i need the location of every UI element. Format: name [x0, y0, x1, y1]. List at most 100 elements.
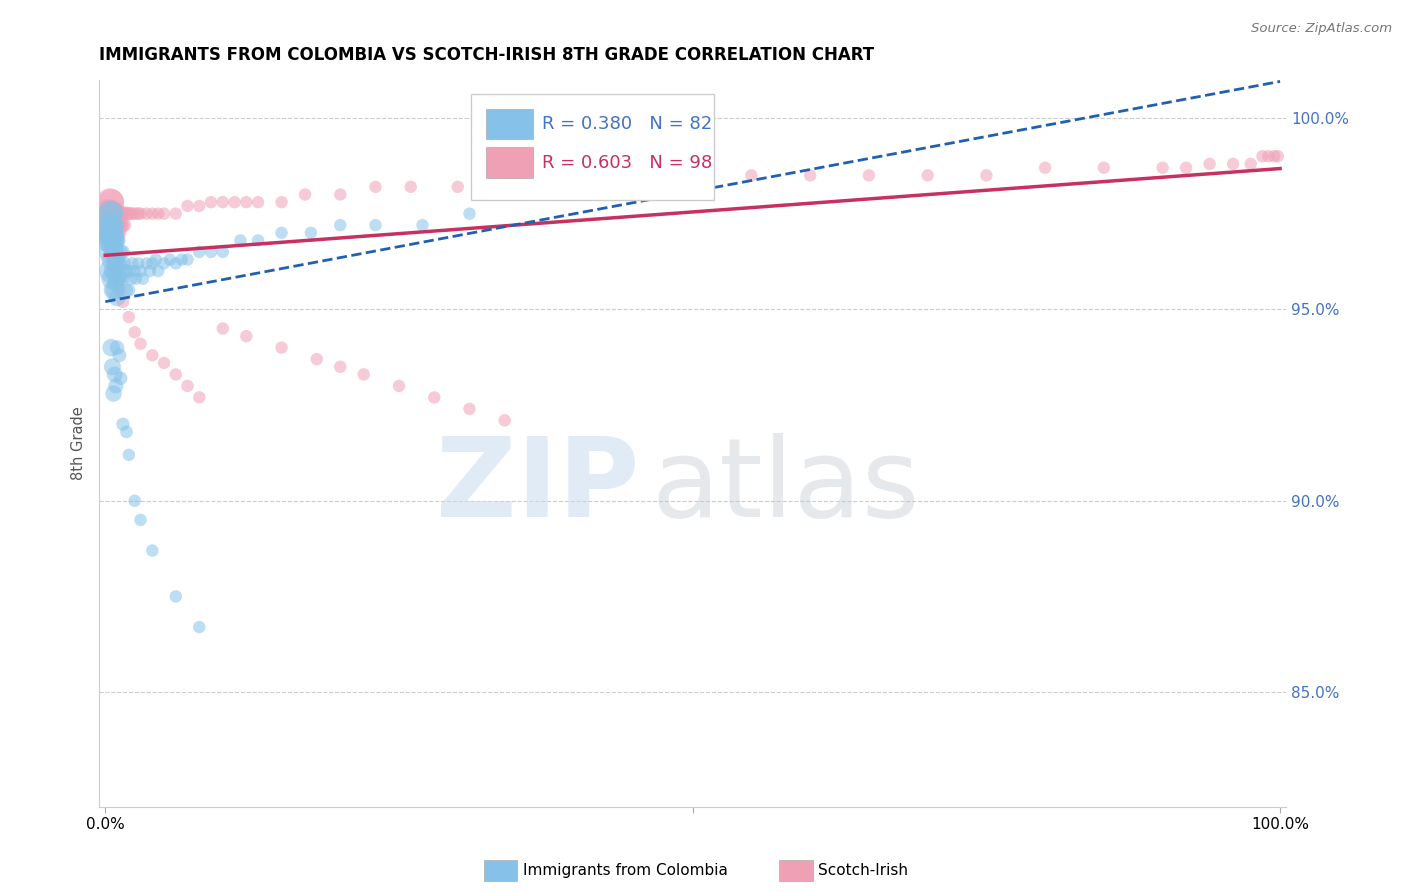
Point	[105, 234, 128, 248]
Point	[101, 244, 124, 259]
Point	[108, 271, 131, 285]
Point	[108, 283, 131, 297]
Text: atlas: atlas	[651, 434, 920, 541]
Point	[294, 187, 316, 202]
Point	[141, 348, 163, 362]
Point	[124, 207, 146, 221]
Point	[97, 226, 120, 240]
Point	[399, 179, 422, 194]
Point	[121, 256, 143, 270]
Point	[124, 493, 146, 508]
Point	[120, 271, 142, 285]
Point	[103, 283, 125, 297]
Point	[104, 218, 127, 232]
Point	[170, 252, 193, 267]
Point	[111, 294, 134, 309]
Point	[115, 264, 138, 278]
Point	[200, 244, 222, 259]
Point	[100, 237, 122, 252]
Point	[101, 226, 124, 240]
Point	[103, 226, 125, 240]
Point	[127, 207, 149, 221]
Point	[104, 276, 127, 290]
Point	[115, 283, 138, 297]
Point	[165, 207, 187, 221]
Point	[176, 379, 198, 393]
Point	[105, 341, 128, 355]
Point	[103, 226, 125, 240]
Point	[104, 244, 127, 259]
Point	[118, 310, 141, 324]
Text: Source: ZipAtlas.com: Source: ZipAtlas.com	[1251, 22, 1392, 36]
Point	[188, 244, 211, 259]
Point	[115, 425, 138, 439]
Point	[1240, 157, 1263, 171]
Point	[104, 218, 127, 232]
Point	[104, 234, 127, 248]
Point	[188, 620, 211, 634]
Point	[270, 195, 292, 210]
Point	[1175, 161, 1198, 175]
Point	[494, 413, 516, 427]
Point	[135, 207, 157, 221]
Point	[458, 401, 481, 416]
Point	[103, 386, 125, 401]
Point	[799, 169, 821, 183]
Point	[111, 207, 134, 221]
Point	[118, 283, 141, 297]
Point	[101, 359, 124, 374]
Point	[458, 207, 481, 221]
Y-axis label: 8th Grade: 8th Grade	[72, 407, 86, 480]
Point	[447, 179, 470, 194]
Point	[105, 252, 128, 267]
FancyBboxPatch shape	[486, 109, 533, 139]
Point	[329, 218, 352, 232]
Point	[108, 348, 131, 362]
Point	[1033, 161, 1056, 175]
Point	[97, 207, 120, 221]
Point	[100, 195, 122, 210]
Point	[211, 195, 233, 210]
Point	[1267, 149, 1289, 163]
Point	[176, 199, 198, 213]
Point	[112, 218, 135, 232]
Point	[141, 207, 163, 221]
Point	[1263, 149, 1285, 163]
Point	[120, 207, 142, 221]
Text: Immigrants from Colombia: Immigrants from Colombia	[523, 863, 728, 878]
Point	[105, 271, 128, 285]
Point	[211, 321, 233, 335]
Point	[112, 256, 135, 270]
Point	[104, 264, 127, 278]
Point	[188, 199, 211, 213]
Point	[125, 271, 148, 285]
Point	[176, 252, 198, 267]
Point	[101, 207, 124, 221]
Point	[682, 169, 704, 183]
Point	[329, 187, 352, 202]
Point	[104, 207, 127, 221]
Point	[141, 256, 163, 270]
Point	[100, 207, 122, 221]
Text: ZIP: ZIP	[436, 434, 640, 541]
Point	[101, 271, 124, 285]
Point	[1257, 149, 1279, 163]
FancyBboxPatch shape	[486, 147, 533, 178]
Point	[740, 169, 762, 183]
Point	[146, 264, 169, 278]
Point	[145, 252, 167, 267]
Point	[235, 195, 257, 210]
Point	[100, 341, 122, 355]
Point	[104, 368, 127, 382]
Point	[104, 283, 127, 297]
Point	[132, 271, 155, 285]
Point	[101, 218, 124, 232]
Point	[104, 256, 127, 270]
Point	[118, 264, 141, 278]
Point	[111, 417, 134, 432]
Point	[101, 237, 124, 252]
Point	[100, 226, 122, 240]
Point	[188, 391, 211, 405]
Point	[105, 207, 128, 221]
Point	[104, 207, 127, 221]
